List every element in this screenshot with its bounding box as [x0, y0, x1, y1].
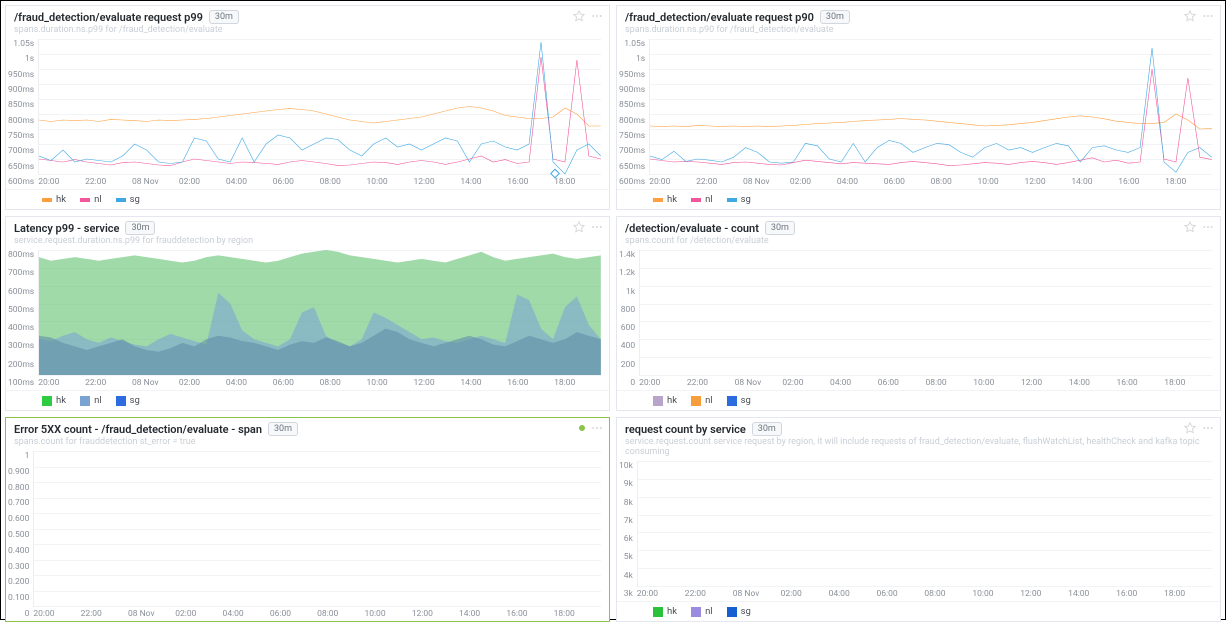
legend-item-sg[interactable]: sg — [727, 606, 751, 617]
dashboard-grid: /fraud_detection/evaluate request p99 30… — [0, 0, 1226, 620]
y-axis-latency: 800ms700ms600ms500ms400ms300ms200ms100ms — [8, 250, 38, 388]
y-axis-p90: 1.05s1s950ms900ms850ms800ms750ms700ms650… — [619, 39, 649, 187]
interval-badge[interactable]: 30m — [820, 10, 850, 24]
plot-detection[interactable] — [639, 250, 1212, 375]
x-axis-p99: 20:0022:0008 Nov02:0004:0006:0008:0010:0… — [38, 174, 601, 187]
more-icon[interactable] — [1202, 221, 1214, 233]
panel-title: Error 5XX count - /fraud_detection/evalu… — [14, 423, 262, 436]
x-axis-latency: 20:0022:0008 Nov02:0004:0006:0008:0010:0… — [38, 375, 601, 388]
chart-area: 1.05s1s950ms900ms850ms800ms750ms700ms650… — [6, 37, 609, 189]
legend-item-hk[interactable]: hk — [42, 395, 66, 406]
x-axis-error: 20:0022:0008 Nov02:0004:0006:0008:0010:0… — [33, 606, 601, 619]
plot-p99[interactable] — [38, 39, 601, 174]
panel-subtitle: spans.duration.ns.p99 for /fraud_detecti… — [6, 25, 609, 37]
plot-latency[interactable] — [38, 250, 601, 375]
legend-item-sg[interactable]: sg — [116, 395, 140, 406]
panel-subtitle: service.request.count service request by… — [617, 437, 1220, 459]
more-icon[interactable] — [591, 10, 603, 22]
legend-latency: hk nl sg — [6, 390, 609, 410]
x-axis-p90: 20:0022:0008 Nov02:0004:0006:0008:0010:0… — [649, 174, 1212, 187]
panel-title: /fraud_detection/evaluate request p90 — [625, 11, 814, 24]
panel-title: request count by service — [625, 423, 746, 436]
legend-item-sg[interactable]: sg — [116, 194, 140, 205]
more-icon[interactable] — [591, 422, 603, 434]
panel-request-count: request count by service 30m service.req… — [616, 417, 1221, 622]
panel-latency: Latency p99 - service 30m service.reques… — [5, 216, 610, 411]
legend-item-hk[interactable]: hk — [653, 395, 677, 406]
panel-p90: /fraud_detection/evaluate request p90 30… — [616, 5, 1221, 210]
panel-subtitle: spans.count for /detection/evaluate — [617, 236, 1220, 248]
panel-detection-count: /detection/evaluate - count 30m spans.co… — [616, 216, 1221, 411]
plot-request[interactable] — [637, 461, 1212, 586]
interval-badge[interactable]: 30m — [125, 221, 155, 235]
legend-item-sg[interactable]: sg — [727, 395, 751, 406]
star-icon[interactable] — [1184, 10, 1196, 22]
legend-detection: hk nl sg — [617, 390, 1220, 410]
more-icon[interactable] — [591, 221, 603, 233]
x-axis-detection: 20:0022:0008 Nov02:0004:0006:0008:0010:0… — [639, 375, 1212, 388]
y-axis-detection: 1.4k1.2k1k8006004002000 — [619, 250, 639, 388]
panel-error5xx: Error 5XX count - /fraud_detection/evalu… — [5, 417, 610, 622]
y-axis-request: 10k9k8k7k6k5k4k3k — [619, 461, 637, 599]
legend-p90: hk nl sg — [617, 189, 1220, 209]
legend-item-nl[interactable]: nl — [691, 606, 713, 617]
interval-badge[interactable]: 30m — [752, 422, 782, 436]
legend-item-hk[interactable]: hk — [653, 606, 677, 617]
panel-title: /detection/evaluate - count — [625, 222, 759, 235]
star-icon[interactable] — [573, 221, 585, 233]
legend-item-hk[interactable]: hk — [653, 194, 677, 205]
panel-title: Latency p99 - service — [14, 222, 119, 235]
legend-item-nl[interactable]: nl — [691, 194, 713, 205]
panel-p99: /fraud_detection/evaluate request p99 30… — [5, 5, 610, 210]
plot-error[interactable] — [33, 451, 601, 606]
interval-badge[interactable]: 30m — [268, 422, 298, 436]
more-icon[interactable] — [1202, 10, 1214, 22]
interval-badge[interactable]: 30m — [765, 221, 795, 235]
alert-status-dot — [579, 425, 585, 431]
panel-subtitle: service.request.duration.ns.p99 for frau… — [6, 236, 609, 248]
star-icon[interactable] — [573, 10, 585, 22]
y-axis-p99: 1.05s1s950ms900ms850ms800ms750ms700ms650… — [8, 39, 38, 187]
legend-item-nl[interactable]: nl — [80, 194, 102, 205]
plot-p90[interactable] — [649, 39, 1212, 174]
legend-item-sg[interactable]: sg — [727, 194, 751, 205]
interval-badge[interactable]: 30m — [209, 10, 239, 24]
legend-item-nl[interactable]: nl — [691, 395, 713, 406]
star-icon[interactable] — [1184, 221, 1196, 233]
x-axis-request: 20:0022:0008 Nov02:0004:0006:0008:0010:0… — [637, 586, 1212, 599]
panel-subtitle: spans.duration.ns.p90 for /fraud_detecti… — [617, 25, 1220, 37]
star-icon[interactable] — [1184, 422, 1196, 434]
y-axis-error: 10.9000.8000.7000.6000.5000.4000.3000.20… — [8, 451, 33, 619]
panel-header: /fraud_detection/evaluate request p99 30… — [6, 6, 609, 25]
more-icon[interactable] — [1202, 422, 1214, 434]
legend-p99: hk nl sg — [6, 189, 609, 209]
legend-request: hk nl sg — [617, 601, 1220, 621]
panel-title: /fraud_detection/evaluate request p99 — [14, 11, 203, 24]
legend-item-hk[interactable]: hk — [42, 194, 66, 205]
legend-item-nl[interactable]: nl — [80, 395, 102, 406]
panel-subtitle: spans.count for frauddetection st_error … — [6, 437, 609, 449]
